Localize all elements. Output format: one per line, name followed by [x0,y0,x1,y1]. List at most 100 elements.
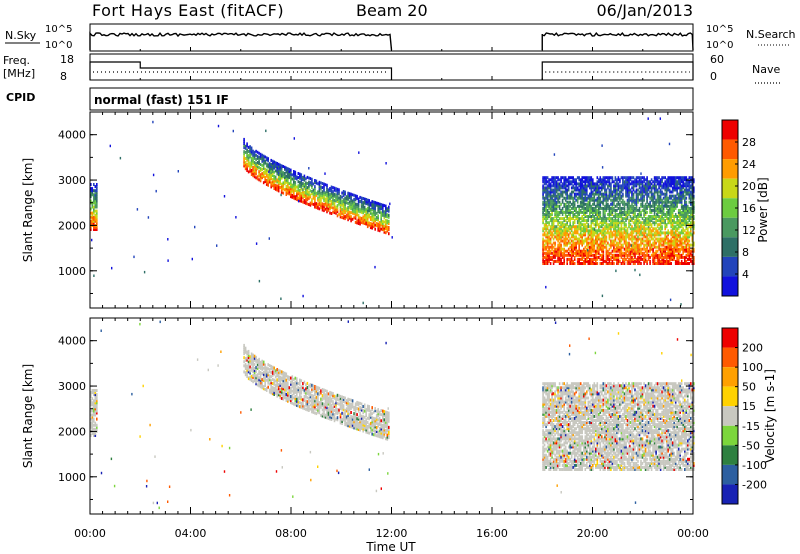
power-echo-cell [617,221,620,225]
power-echo-cell [687,210,689,214]
power-echo-cell [601,243,603,247]
power-echo-cell [579,178,582,182]
power-echo-cell [613,253,615,257]
power-echo-cell [680,184,683,188]
power-echo-cell [280,182,283,186]
power-echo-cell [652,221,654,225]
power-echo-cell [91,213,94,217]
power-echo-cell [628,241,630,245]
power-echo-cell [658,200,660,204]
power-echo-cell [270,175,272,179]
power-echo-cell [653,227,656,231]
power-echo-cell [625,253,627,257]
power-echo-cell [665,204,668,208]
power-echo-cell [377,214,379,218]
velocity-echo-cell [279,369,281,373]
power-echo-cell [649,239,651,243]
velocity-echo-cell [94,421,97,425]
power-echo-cell [336,187,339,191]
power-echo-cell [342,190,345,193]
power-echo-cell [296,185,298,189]
power-echo-cell [670,210,672,214]
power-scatter-cell [601,294,604,298]
power-echo-cell [599,180,602,184]
power-echo-cell [616,190,618,194]
power-echo-cell [670,204,672,208]
power-echo-cell [542,206,544,210]
power-echo-cell [573,219,576,223]
power-echo-cell [602,235,605,239]
power-echo-cell [583,239,585,243]
power-echo-cell [575,194,577,198]
power-echo-cell [691,192,694,196]
power-echo-cell [625,176,627,180]
power-echo-cell [570,180,573,184]
power-echo-cell [564,239,567,243]
power-echo-cell [96,201,98,205]
velocity-echo-cell [273,366,275,370]
power-echo-cell [321,204,324,208]
power-echo-cell [282,173,285,177]
power-echo-cell [685,223,688,227]
power-echo-cell [557,259,559,263]
power-echo-cell [619,190,621,194]
power-echo-cell [377,204,379,208]
power-echo-cell [341,199,343,203]
power-echo-cell [644,219,647,223]
power-echo-cell [635,184,638,188]
power-echo-cell [576,200,579,204]
power-echo-cell [662,208,665,212]
power-echo-cell [637,223,639,227]
power-echo-cell [629,178,632,182]
power-echo-cell [348,196,351,200]
power-echo-cell [542,192,544,196]
power-echo-cell [549,192,552,196]
power-echo-cell [688,208,691,212]
power-echo-cell [549,233,552,237]
power-scatter-cell [659,117,661,120]
power-echo-cell [246,162,248,166]
power-echo-cell [641,237,644,241]
power-echo-cell [650,192,653,196]
power-echo-cell [599,225,602,229]
power-echo-cell [616,233,618,237]
power-echo-cell [333,211,336,215]
power-echo-cell [329,199,331,203]
power-echo-cell [671,233,674,237]
power-echo-cell [378,221,381,224]
power-echo-cell [688,255,691,259]
power-echo-cell [548,190,550,194]
power-echo-cell [659,225,662,229]
power-echo-cell [679,231,681,235]
power-echo-cell [560,239,562,243]
power-echo-cell [634,200,636,204]
power-echo-cell [664,225,666,229]
power-echo-cell [305,177,307,181]
power-echo-cell [567,176,570,180]
power-echo-cell [635,208,638,212]
power-echo-cell [622,186,624,190]
power-echo-cell [363,222,366,225]
power-echo-cell [290,193,292,197]
power-echo-cell [564,249,567,253]
power-echo-cell [593,186,596,190]
power-echo-cell [554,204,556,208]
power-echo-cell [555,253,558,257]
power-echo-cell [564,215,567,218]
power-echo-cell [619,251,621,255]
power-echo-cell [653,210,656,214]
power-echo-cell [604,227,606,231]
power-echo-cell [586,215,588,218]
power-echo-cell [567,184,570,188]
power-echo-cell [557,210,559,214]
power-echo-cell [638,229,641,233]
power-echo-cell [557,176,559,180]
power-echo-cell [691,204,694,208]
power-echo-cell [276,180,278,184]
power-echo-cell [576,239,579,243]
power-echo-cell [671,202,674,206]
power-echo-cell [674,249,677,253]
power-echo-cell [671,223,674,227]
power-echo-cell [690,253,692,257]
power-echo-cell [650,196,653,200]
